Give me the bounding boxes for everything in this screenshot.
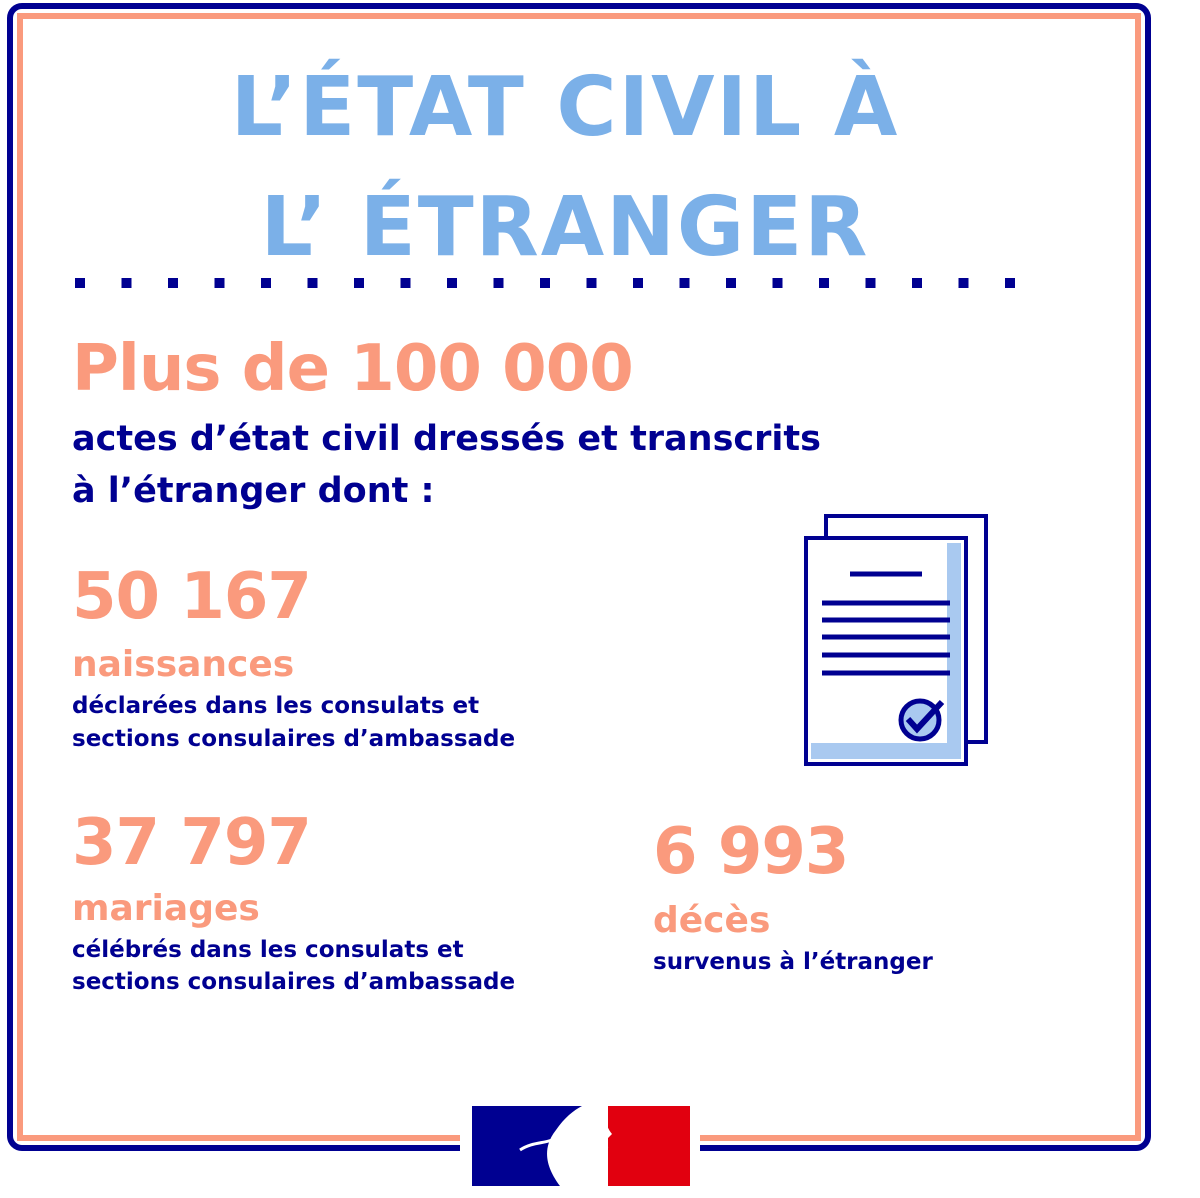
stat-number: 50 167	[72, 560, 312, 634]
stat-description: célébrés dans les consulats et	[72, 937, 464, 963]
stat-number: 37 797	[72, 806, 312, 880]
stat-number: 6 993	[653, 815, 849, 889]
stat-label: décès	[653, 900, 771, 941]
stat-description: sections consulaires d’ambassade	[72, 969, 516, 995]
stat-description: survenus à l’étranger	[653, 949, 933, 975]
stat-label: mariages	[72, 888, 260, 929]
title-line: L’ÉTAT CIVIL À	[230, 60, 900, 155]
title-line: L’ ÉTRANGER	[260, 180, 870, 275]
document-icon	[804, 514, 988, 766]
stat-description: déclarées dans les consulats et	[72, 693, 480, 719]
headline-description: à l’étranger dont :	[72, 471, 435, 511]
stat-label: naissances	[72, 644, 295, 685]
republique-logo	[460, 1100, 700, 1198]
stat-description: sections consulaires d’ambassade	[72, 726, 516, 752]
headline-number: Plus de 100 000	[72, 332, 634, 406]
headline-description: actes d’état civil dressés et transcrits	[72, 419, 821, 459]
